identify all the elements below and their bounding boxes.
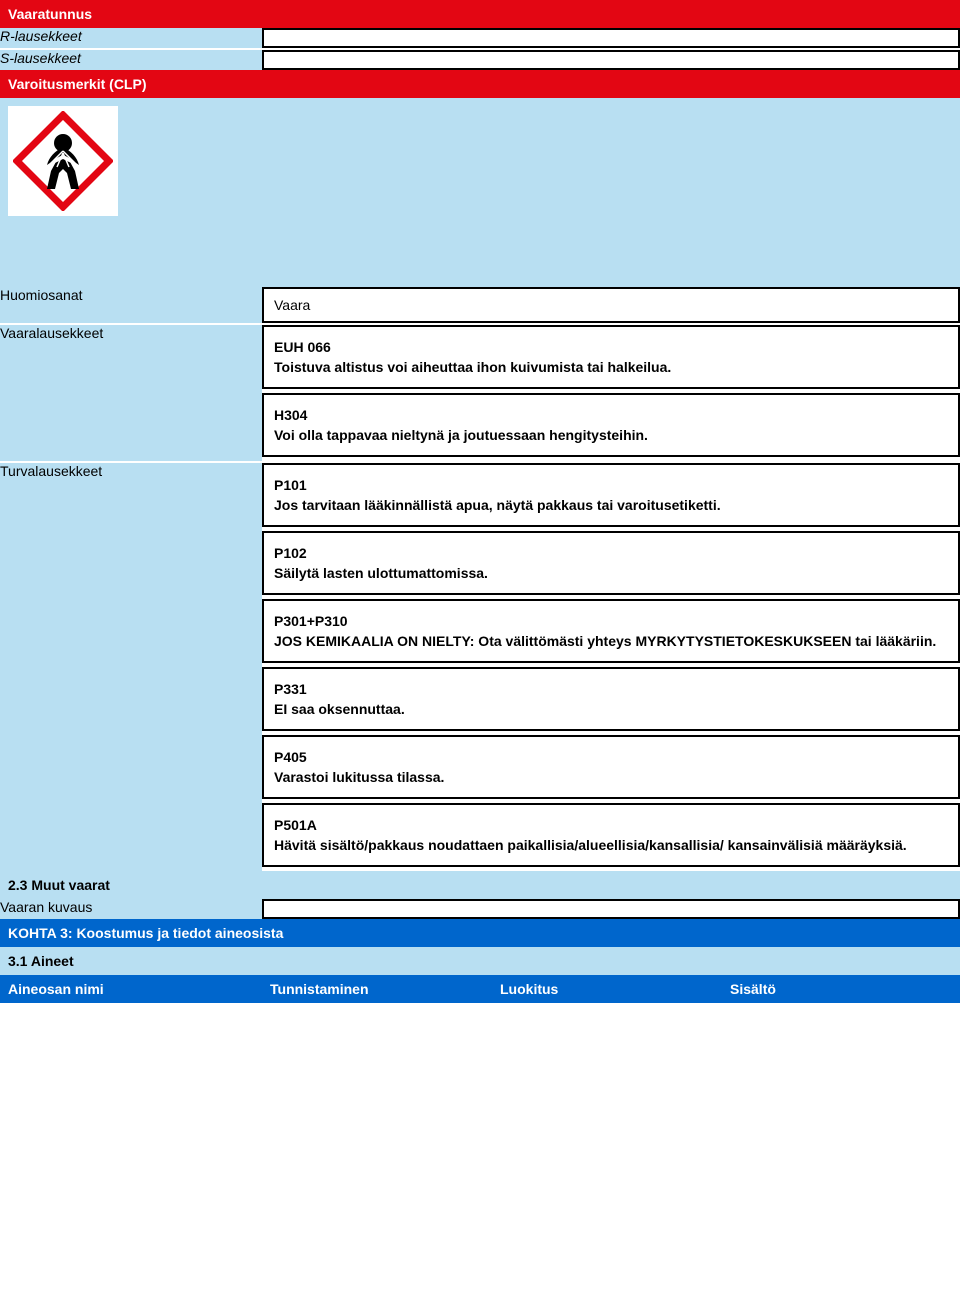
vaaratunnus-header: Vaaratunnus [0, 0, 960, 28]
vaaran-kuvaus-label: Vaaran kuvaus [0, 899, 262, 919]
safety-code: P405 [274, 749, 948, 765]
safety-text: Säilytä lasten ulottumattomissa. [274, 565, 948, 581]
aineet-header: 3.1 Aineet [0, 947, 960, 975]
safety-code: P102 [274, 545, 948, 561]
safety-text: Jos tarvitaan lääkinnällistä apua, näytä… [274, 497, 948, 513]
hazard-code: EUH 066 [274, 339, 948, 355]
safety-text: Varastoi lukitussa tilassa. [274, 769, 948, 785]
s-lausekkeet-value [262, 50, 960, 70]
r-lausekkeet-row: R-lausekkeet [0, 28, 960, 48]
hazard-text: Voi olla tappavaa nieltynä ja joutuessaa… [274, 427, 948, 443]
s-lausekkeet-row: S-lausekkeet [0, 50, 960, 70]
turvalausekkeet-values: P101 Jos tarvitaan lääkinnällistä apua, … [262, 463, 960, 871]
vaaran-kuvaus-value [262, 899, 960, 919]
safety-code: P101 [274, 477, 948, 493]
turvalauseke-item: P501A Hävitä sisältö/pakkaus noudattaen … [262, 803, 960, 867]
vaaralauseke-item: EUH 066 Toistuva altistus voi aiheuttaa … [262, 325, 960, 389]
varoitusmerkit-header: Varoitusmerkit (CLP) [0, 70, 960, 98]
s-lausekkeet-label: S-lausekkeet [0, 50, 262, 70]
huomiosanat-value: Vaara [262, 287, 960, 323]
kohta3-header: KOHTA 3: Koostumus ja tiedot aineosista [0, 919, 960, 947]
table-header-col4: Sisältö [722, 975, 960, 1003]
vaaralausekkeet-values: EUH 066 Toistuva altistus voi aiheuttaa … [262, 325, 960, 461]
muut-vaarat-header: 2.3 Muut vaarat [0, 871, 960, 899]
vaaralauseke-item: H304 Voi olla tappavaa nieltynä ja joutu… [262, 393, 960, 457]
turvalauseke-item: P405 Varastoi lukitussa tilassa. [262, 735, 960, 799]
vaaralausekkeet-row: Vaaralausekkeet EUH 066 Toistuva altistu… [0, 325, 960, 461]
safety-code: P501A [274, 817, 948, 833]
turvalauseke-item: P101 Jos tarvitaan lääkinnällistä apua, … [262, 463, 960, 527]
table-header-row: Aineosan nimi Tunnistaminen Luokitus Sis… [0, 975, 960, 1003]
safety-code: P331 [274, 681, 948, 697]
huomiosanat-label: Huomiosanat [0, 287, 262, 323]
safety-text: EI saa oksennuttaa. [274, 701, 948, 717]
huomiosanat-text: Vaara [274, 297, 310, 313]
table-header-col2: Tunnistaminen [262, 975, 492, 1003]
table-header-col1: Aineosan nimi [0, 975, 262, 1003]
health-hazard-icon [13, 111, 113, 211]
huomiosanat-row: Huomiosanat Vaara [0, 287, 960, 323]
safety-text: Hävitä sisältö/pakkaus noudattaen paikal… [274, 837, 948, 853]
turvalauseke-item: P301+P310 JOS KEMIKAALIA ON NIELTY: Ota … [262, 599, 960, 663]
vaaralausekkeet-label: Vaaralausekkeet [0, 325, 262, 461]
turvalauseke-item: P102 Säilytä lasten ulottumattomissa. [262, 531, 960, 595]
turvalausekkeet-label: Turvalausekkeet [0, 463, 262, 871]
pictogram-panel [0, 98, 960, 287]
safety-code: P301+P310 [274, 613, 948, 629]
vaaran-kuvaus-row: Vaaran kuvaus [0, 899, 960, 919]
hazard-text: Toistuva altistus voi aiheuttaa ihon kui… [274, 359, 948, 375]
turvalauseke-item: P331 EI saa oksennuttaa. [262, 667, 960, 731]
r-lausekkeet-value [262, 28, 960, 48]
table-header-col3: Luokitus [492, 975, 722, 1003]
hazard-code: H304 [274, 407, 948, 423]
r-lausekkeet-label: R-lausekkeet [0, 28, 262, 48]
turvalausekkeet-row: Turvalausekkeet P101 Jos tarvitaan lääki… [0, 463, 960, 871]
safety-text: JOS KEMIKAALIA ON NIELTY: Ota välittömäs… [274, 633, 948, 649]
